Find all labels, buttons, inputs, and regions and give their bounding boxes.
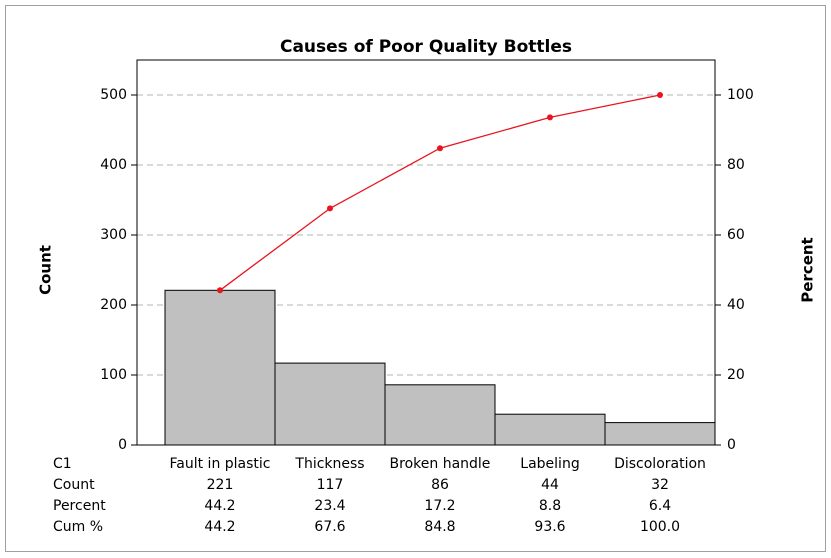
y-tick-label: 400 (100, 157, 127, 173)
y-tick-label: 300 (100, 227, 127, 243)
bar (164, 289, 276, 446)
bar (494, 413, 606, 446)
cum-cell: 100.0 (640, 519, 680, 535)
x-tick-label: Fault in plastic (170, 456, 271, 472)
percent-cell: 8.8 (539, 498, 561, 514)
y-axis-label: Count (37, 245, 55, 295)
percent-cell: 6.4 (649, 498, 671, 514)
plot-border (136, 59, 716, 446)
row-label: C1 (53, 456, 72, 472)
y-tick-label: 100 (100, 367, 127, 383)
cum-point (437, 145, 443, 152)
cum-point (657, 92, 663, 98)
x-tick-label: Labeling (520, 456, 579, 472)
x-tick-label: Discoloration (614, 456, 706, 472)
count-cell: 221 (207, 477, 234, 493)
row-label: Cum % (53, 519, 103, 535)
cum-point (327, 205, 333, 212)
cum-cell: 67.6 (314, 519, 345, 535)
bar (604, 422, 716, 446)
y2-tick-label: 40 (727, 297, 745, 313)
y-tick-label: 0 (118, 437, 127, 453)
cum-cell: 84.8 (424, 519, 455, 535)
y2-tick-label: 20 (727, 367, 745, 383)
bar (274, 362, 386, 446)
row-label: Percent (53, 498, 106, 514)
y2-tick-label: 80 (727, 157, 745, 173)
y2-tick-label: 100 (727, 87, 754, 103)
count-cell: 117 (317, 477, 344, 493)
bar (384, 384, 496, 446)
y2-axis-label: Percent (799, 237, 817, 302)
percent-cell: 17.2 (424, 498, 455, 514)
y2-tick-label: 0 (727, 437, 736, 453)
cum-point (217, 287, 223, 294)
y-tick-label: 500 (100, 87, 127, 103)
cum-cell: 93.6 (534, 519, 565, 535)
cum-cell: 44.2 (204, 519, 235, 535)
percent-cell: 44.2 (204, 498, 235, 514)
x-tick-label: Thickness (294, 456, 364, 472)
x-tick-label: Broken handle (390, 456, 491, 472)
count-cell: 32 (651, 477, 669, 493)
count-cell: 86 (431, 477, 449, 493)
row-label: Count (53, 477, 95, 493)
percent-cell: 23.4 (314, 498, 345, 514)
chart-title: Causes of Poor Quality Bottles (280, 37, 572, 57)
cum-point (547, 114, 553, 121)
count-cell: 44 (541, 477, 559, 493)
y2-tick-label: 60 (727, 227, 745, 243)
y-tick-label: 200 (100, 297, 127, 313)
